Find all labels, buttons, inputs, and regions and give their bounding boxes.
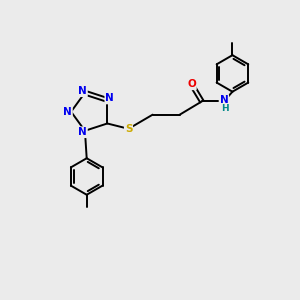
Text: N: N [78, 86, 87, 96]
Text: S: S [125, 124, 132, 134]
Text: O: O [187, 79, 196, 89]
Text: N: N [220, 95, 228, 105]
Text: N: N [78, 127, 87, 137]
Text: N: N [105, 94, 114, 103]
Text: H: H [221, 104, 229, 113]
Text: N: N [63, 107, 72, 117]
